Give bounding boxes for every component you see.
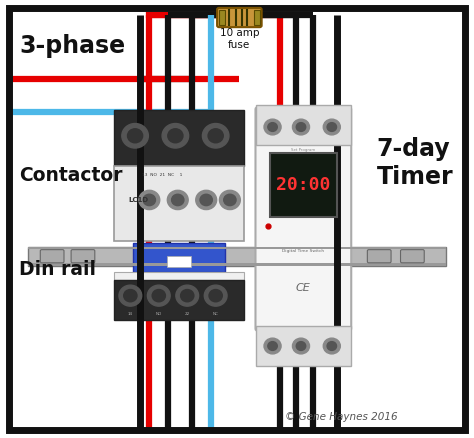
Bar <box>270 153 337 217</box>
Circle shape <box>224 194 236 206</box>
Text: Set Program: Set Program <box>291 148 316 152</box>
Circle shape <box>119 285 142 306</box>
Circle shape <box>196 190 217 210</box>
Circle shape <box>124 290 137 302</box>
Circle shape <box>204 285 227 306</box>
Circle shape <box>143 194 155 206</box>
Bar <box>254 10 260 25</box>
Bar <box>28 263 446 266</box>
Circle shape <box>219 190 240 210</box>
Bar <box>114 272 244 280</box>
Circle shape <box>292 338 310 354</box>
FancyBboxPatch shape <box>40 250 64 263</box>
Text: Contactor: Contactor <box>19 166 122 185</box>
Text: 14: 14 <box>128 312 133 316</box>
Bar <box>114 166 244 241</box>
FancyBboxPatch shape <box>367 250 391 263</box>
Bar <box>114 110 244 166</box>
Text: 7-day: 7-day <box>377 137 450 161</box>
Bar <box>28 247 446 249</box>
Circle shape <box>181 290 194 302</box>
Bar <box>167 256 191 267</box>
Text: 10 amp
fuse: 10 amp fuse <box>219 28 259 50</box>
Circle shape <box>292 119 310 135</box>
Circle shape <box>152 290 165 302</box>
Circle shape <box>296 342 306 350</box>
Circle shape <box>209 290 222 302</box>
FancyBboxPatch shape <box>71 250 95 263</box>
Text: 3-phase: 3-phase <box>19 34 125 58</box>
Circle shape <box>264 119 281 135</box>
Circle shape <box>139 190 160 210</box>
Text: Timer: Timer <box>377 166 454 189</box>
Bar <box>256 326 351 366</box>
Bar <box>114 280 244 320</box>
Text: Din rail: Din rail <box>19 260 96 279</box>
FancyBboxPatch shape <box>401 250 424 263</box>
Circle shape <box>167 190 188 210</box>
Circle shape <box>162 124 189 148</box>
Circle shape <box>327 342 337 350</box>
Circle shape <box>128 129 143 143</box>
Circle shape <box>268 123 277 131</box>
Text: Digital Time Switch: Digital Time Switch <box>283 249 324 253</box>
Circle shape <box>202 124 229 148</box>
Circle shape <box>323 338 340 354</box>
Circle shape <box>147 285 170 306</box>
Text: NO: NO <box>155 312 162 316</box>
Circle shape <box>200 194 212 206</box>
FancyBboxPatch shape <box>217 8 262 27</box>
Text: © Gene Haynes 2016: © Gene Haynes 2016 <box>285 412 398 422</box>
Circle shape <box>264 338 281 354</box>
Text: LC1D: LC1D <box>128 197 148 203</box>
Circle shape <box>176 285 199 306</box>
Circle shape <box>168 129 183 143</box>
Circle shape <box>323 119 340 135</box>
Bar <box>28 247 446 266</box>
Text: 13  NO  21  NC    1: 13 NO 21 NC 1 <box>142 173 182 177</box>
Bar <box>256 105 351 145</box>
Bar <box>133 243 225 272</box>
Circle shape <box>296 123 306 131</box>
Text: 22: 22 <box>184 312 190 316</box>
Text: NC: NC <box>213 312 219 316</box>
Circle shape <box>268 342 277 350</box>
Circle shape <box>208 129 223 143</box>
Circle shape <box>327 123 337 131</box>
Text: 20:00: 20:00 <box>276 176 330 194</box>
Circle shape <box>122 124 148 148</box>
FancyBboxPatch shape <box>255 107 351 331</box>
Circle shape <box>172 194 184 206</box>
Bar <box>219 10 225 25</box>
Text: CE: CE <box>296 283 311 293</box>
